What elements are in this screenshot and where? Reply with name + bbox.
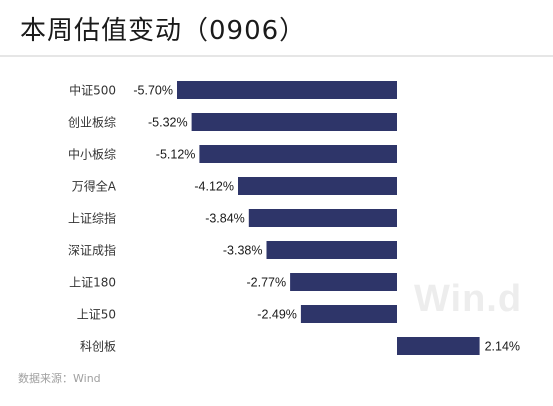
bar [397, 337, 480, 355]
category-label: 中证500 [69, 83, 116, 98]
bar [266, 241, 397, 259]
data-label: -2.77% [246, 276, 286, 290]
data-label: -4.12% [194, 180, 234, 194]
category-label: 万得全A [72, 179, 117, 194]
bar [238, 177, 397, 195]
category-label: 上证50 [77, 308, 116, 322]
bar [177, 81, 397, 99]
bar [300, 305, 397, 323]
data-label: -5.32% [148, 116, 188, 130]
data-label: -3.38% [223, 244, 263, 258]
bar [290, 273, 397, 291]
category-label: 深证成指 [68, 243, 116, 258]
data-label: 2.14% [485, 340, 520, 354]
category-label: 科创板 [80, 340, 116, 354]
wind-watermark-logo: Win.d [414, 278, 523, 320]
data-label: -2.49% [257, 308, 297, 322]
data-label: -3.84% [205, 212, 245, 226]
category-label: 中小板综 [68, 147, 116, 162]
bar [248, 209, 397, 227]
chart-title: 本周估值变动（0906） [20, 16, 307, 46]
category-label: 上证综指 [68, 211, 116, 226]
data-source-note: 数据来源：Wind [18, 372, 101, 385]
bar [199, 145, 397, 163]
bar [191, 113, 397, 131]
data-label: -5.70% [133, 84, 173, 98]
data-label: -5.12% [156, 148, 196, 162]
title-divider [0, 55, 553, 57]
category-label: 上证180 [69, 276, 116, 290]
category-label: 创业板综 [68, 116, 116, 130]
